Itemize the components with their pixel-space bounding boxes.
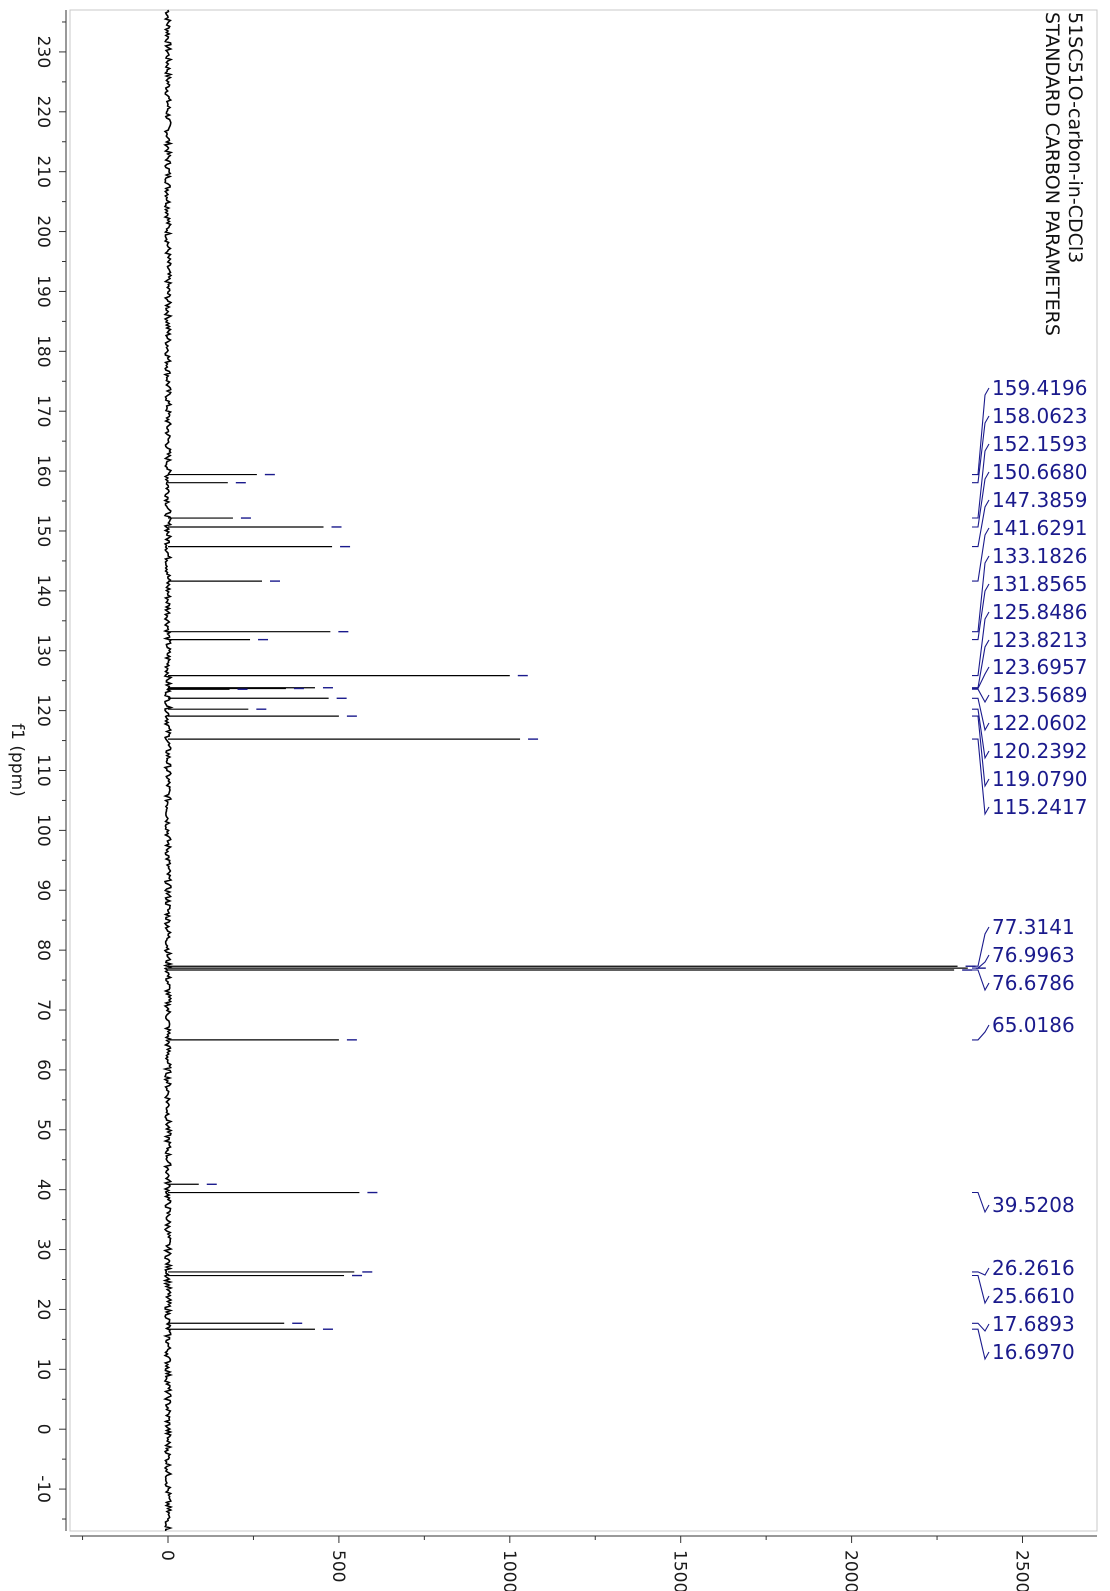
peak-label-1: 158.0623 xyxy=(992,404,1087,428)
ppm-tick-label-130: 130 xyxy=(33,634,53,666)
peak-label-connector-17 xyxy=(972,954,990,969)
ppm-tick-label-30: 30 xyxy=(33,1239,53,1261)
peak-label-23: 17.6893 xyxy=(992,1312,1075,1336)
intensity-tick-label-1000: 1000 xyxy=(499,1550,519,1591)
ppm-tick-label-220: 220 xyxy=(33,96,53,128)
intensity-axis: 0 500 1000 1500 2000 2500 xyxy=(70,1535,1097,1591)
peak-label-connector-9 xyxy=(972,639,990,689)
peak-label-13: 120.2392 xyxy=(992,739,1087,763)
intensity-tick-label-1500: 1500 xyxy=(670,1550,690,1591)
peak-label-5: 141.6291 xyxy=(992,516,1087,540)
peak-label-connector-3 xyxy=(972,471,990,528)
plot-frame xyxy=(69,9,1098,1532)
ppm-tick-label-160: 160 xyxy=(33,455,53,487)
peak-label-12: 122.0602 xyxy=(992,711,1087,735)
peak-label-connector-10 xyxy=(972,666,990,690)
ppm-tick-label-210: 210 xyxy=(33,155,53,187)
peak-label-9: 123.8213 xyxy=(992,628,1087,652)
peak-label-18: 76.6786 xyxy=(992,971,1075,995)
intensity-tick-label-2500: 2500 xyxy=(1012,1550,1032,1591)
peak-label-connector-22 xyxy=(972,1274,990,1305)
peak-label-4: 147.3859 xyxy=(992,488,1087,512)
ppm-tick-label-90: 90 xyxy=(33,879,53,901)
peak-label-6: 133.1826 xyxy=(992,544,1087,568)
peak-label-17: 76.9963 xyxy=(992,943,1075,967)
ppm-tick-label-140: 140 xyxy=(33,575,53,607)
title-line-1: 51SC51O-carbon-in-CDCl3 xyxy=(1064,12,1086,263)
peak-label-16: 77.3141 xyxy=(992,915,1075,939)
peak-labels-layer: 159.4196 158.0623 152.1593 150.6680 147.3859… xyxy=(972,376,1087,1364)
title-line-2: STANDARD CARBON PARAMETERS xyxy=(1041,12,1063,336)
peak-label-connector-0 xyxy=(972,387,990,476)
peak-label-connector-8 xyxy=(972,611,990,677)
ppm-tick-label-180: 180 xyxy=(33,335,53,367)
ppm-tick-label-40: 40 xyxy=(33,1179,53,1201)
ppm-tick-label-170: 170 xyxy=(33,395,53,427)
spectrum-layer xyxy=(162,9,174,1532)
peak-label-connector-14 xyxy=(972,715,990,788)
peaks-layer xyxy=(168,473,986,1330)
ppm-tick-label-200: 200 xyxy=(33,215,53,247)
peak-label-connector-4 xyxy=(972,499,990,548)
ppm-tick-label-110: 110 xyxy=(33,754,53,786)
intensity-tick-label-0: 0 xyxy=(157,1550,177,1561)
ppm-tick-label-70: 70 xyxy=(33,999,53,1021)
peak-label-connector-2 xyxy=(972,443,990,519)
peak-label-connector-5 xyxy=(972,527,990,582)
x-axis-label: f1 (ppm) xyxy=(7,723,27,797)
peak-label-7: 131.8565 xyxy=(992,572,1087,596)
title-block: 51SC51O-carbon-in-CDCl3 STANDARD CARBON … xyxy=(1041,12,1086,336)
peak-label-8: 125.8486 xyxy=(992,600,1087,624)
intensity-tick-label-500: 500 xyxy=(328,1550,348,1582)
peak-label-20: 39.5208 xyxy=(992,1193,1075,1217)
peak-label-19: 65.0186 xyxy=(992,1013,1075,1037)
ppm-tick-label-100: 100 xyxy=(33,814,53,846)
peak-label-connector-16 xyxy=(972,926,990,967)
peak-label-connector-18 xyxy=(972,969,990,992)
ppm-tick-label-150: 150 xyxy=(33,515,53,547)
peak-label-connector-6 xyxy=(972,555,990,633)
peak-label-21: 26.2616 xyxy=(992,1256,1075,1280)
peak-label-connector-12 xyxy=(972,697,990,732)
peak-label-15: 115.2417 xyxy=(992,795,1087,819)
baseline-noise xyxy=(162,9,174,1532)
peak-label-connector-13 xyxy=(972,708,990,760)
peak-label-connector-19 xyxy=(972,1024,990,1041)
peak-label-10: 123.6957 xyxy=(992,655,1087,679)
peak-label-2: 152.1593 xyxy=(992,432,1087,456)
ppm-tick-label-60: 60 xyxy=(33,1059,53,1081)
peak-label-connector-24 xyxy=(972,1328,990,1361)
peak-label-connector-15 xyxy=(972,738,990,816)
intensity-tick-label-2000: 2000 xyxy=(841,1550,861,1591)
peak-label-11: 123.5689 xyxy=(992,683,1087,707)
peak-label-connector-20 xyxy=(972,1191,990,1214)
ppm-tick-label-80: 80 xyxy=(33,939,53,961)
peak-label-connector-11 xyxy=(972,688,990,704)
ppm-tick-label-190: 190 xyxy=(33,275,53,307)
peak-label-24: 16.6970 xyxy=(992,1340,1075,1364)
peak-label-22: 25.6610 xyxy=(992,1284,1075,1308)
peak-label-connector-21 xyxy=(972,1267,990,1276)
ppm-tick-label--10: -10 xyxy=(33,1475,53,1503)
peak-label-connector-1 xyxy=(972,415,990,484)
peak-label-connector-7 xyxy=(972,583,990,641)
ppm-tick-label-10: 10 xyxy=(33,1358,53,1380)
peak-label-3: 150.6680 xyxy=(992,460,1087,484)
peak-label-0: 159.4196 xyxy=(992,376,1087,400)
ppm-axis: 2302202102001901801701601501401301201101… xyxy=(33,10,67,1531)
peak-label-connector-23 xyxy=(972,1322,990,1332)
ppm-tick-label-50: 50 xyxy=(33,1119,53,1141)
peak-label-14: 119.0790 xyxy=(992,767,1087,791)
ppm-tick-label-0: 0 xyxy=(33,1424,53,1435)
ppm-tick-label-230: 230 xyxy=(33,36,53,68)
ppm-tick-label-20: 20 xyxy=(33,1299,53,1321)
ppm-tick-label-120: 120 xyxy=(33,694,53,726)
